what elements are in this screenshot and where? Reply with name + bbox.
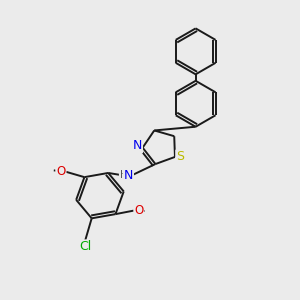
Text: N: N xyxy=(124,169,133,182)
Text: N: N xyxy=(133,140,142,152)
Text: H: H xyxy=(120,170,128,180)
Text: O: O xyxy=(56,165,65,178)
Text: O: O xyxy=(134,203,144,217)
Text: S: S xyxy=(176,150,184,164)
Text: Cl: Cl xyxy=(79,240,91,254)
